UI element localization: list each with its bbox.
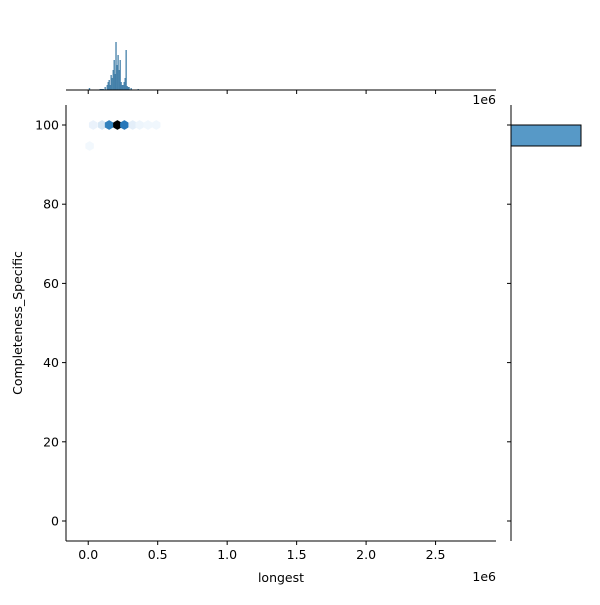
right-marginal-axes: [507, 105, 582, 541]
y-tick-label: 20: [43, 434, 59, 449]
x-tick-label: 1.5: [287, 547, 307, 562]
x-hist-bar: [128, 87, 130, 90]
y-tick-label: 100: [35, 117, 59, 132]
y-tick-label: 0: [51, 514, 59, 529]
x-hist-bar: [88, 88, 91, 90]
x-hist-bar: [116, 65, 118, 90]
x-hist-bar: [122, 85, 124, 90]
y-tick-label: 40: [43, 355, 59, 370]
x-hist-bar: [109, 85, 111, 90]
x-tick-label: 1.0: [217, 547, 237, 562]
x-tick-label: 2.0: [356, 547, 376, 562]
x-hist-bar: [123, 82, 125, 90]
x-hist-bar: [119, 60, 121, 90]
x-hist-bar: [112, 70, 114, 90]
top-offset-label: 1e6: [472, 92, 496, 107]
hexbin: [120, 120, 129, 130]
hexbin: [104, 120, 114, 130]
x-hist-bar: [127, 87, 129, 90]
x-hist-bar: [108, 80, 110, 90]
x-hist-bar: [124, 78, 126, 90]
x-hist-bar: [107, 82, 109, 90]
x-tick-label: 0.0: [78, 547, 98, 562]
x-hist-bar: [125, 50, 127, 90]
x-hist-bar: [106, 85, 108, 90]
x-hist-bar: [130, 88, 132, 90]
hexbin: [152, 120, 161, 130]
top-marginal-axes: [66, 42, 496, 94]
x-hist-bar: [126, 86, 128, 90]
x-hist-bar: [120, 82, 122, 90]
hexbin: [85, 141, 94, 151]
x-hist-bar: [104, 87, 106, 90]
hexbin: [143, 120, 153, 130]
x-offset-label: 1e6: [472, 569, 496, 584]
x-hist-bar: [117, 55, 119, 90]
x-hist-bar: [110, 75, 112, 90]
y-tick-label: 60: [43, 276, 59, 291]
hexbin: [135, 120, 144, 130]
main-axes: 0.0 0.5 1.0 1.5 2.0 2.5 0 20 40 60 80 100: [35, 105, 496, 562]
y-axis-label: Completeness_Specific: [10, 251, 25, 395]
x-hist-bar: [115, 42, 117, 90]
x-tick-label: 0.5: [148, 547, 168, 562]
x-hist-bar: [118, 70, 120, 90]
x-axis-label: longest: [258, 570, 304, 585]
x-hist-bar: [121, 85, 123, 90]
x-tick-label: 2.5: [426, 547, 446, 562]
hexbin: [88, 120, 98, 130]
x-hist-bar: [111, 78, 113, 90]
y-tick-label: 80: [43, 197, 59, 212]
x-hist-bar: [113, 60, 115, 90]
y-hist-bar: [510, 124, 582, 147]
x-hist-bar: [114, 74, 116, 90]
